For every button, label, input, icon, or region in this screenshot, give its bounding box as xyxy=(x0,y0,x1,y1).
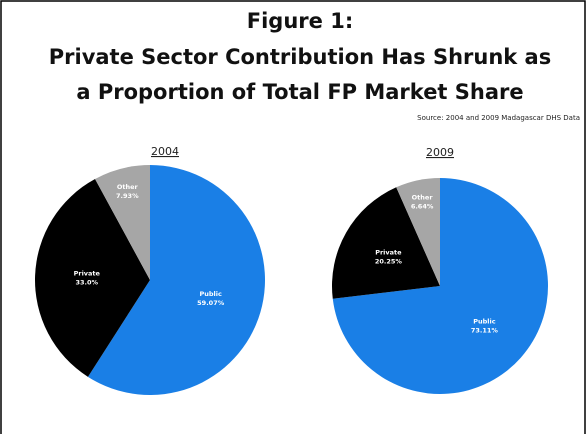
slice-value: 7.93% xyxy=(116,192,139,200)
pie-title: 2004 xyxy=(151,145,179,158)
pie-slice xyxy=(87,165,265,395)
slice-value: 33.0% xyxy=(76,279,99,287)
slice-value: 59.07% xyxy=(197,299,225,307)
slice-category: Other xyxy=(117,183,139,191)
pie-slice xyxy=(396,178,440,286)
source: Source: 2004 and 2009 Madagascar DHS Dat… xyxy=(417,114,580,122)
pie-slice xyxy=(95,165,150,280)
slice-value: 73.11% xyxy=(471,326,499,334)
title-line: a Proportion of Total FP Market Share xyxy=(76,80,523,104)
slice-category: Other xyxy=(412,193,434,201)
pie-title: 2009 xyxy=(426,146,454,159)
title-line: Figure 1: xyxy=(247,9,353,33)
slice-value: 20.25% xyxy=(375,258,403,266)
slice-category: Private xyxy=(375,249,402,257)
pie-slice xyxy=(332,178,548,395)
slice-category: Public xyxy=(200,290,223,298)
pie-slice xyxy=(332,187,440,299)
slice-category: Public xyxy=(473,317,496,325)
pie-slice xyxy=(35,178,150,377)
slice-value: 6.64% xyxy=(411,202,434,210)
title-line: Private Sector Contribution Has Shrunk a… xyxy=(49,45,551,69)
slice-category: Private xyxy=(74,270,101,278)
